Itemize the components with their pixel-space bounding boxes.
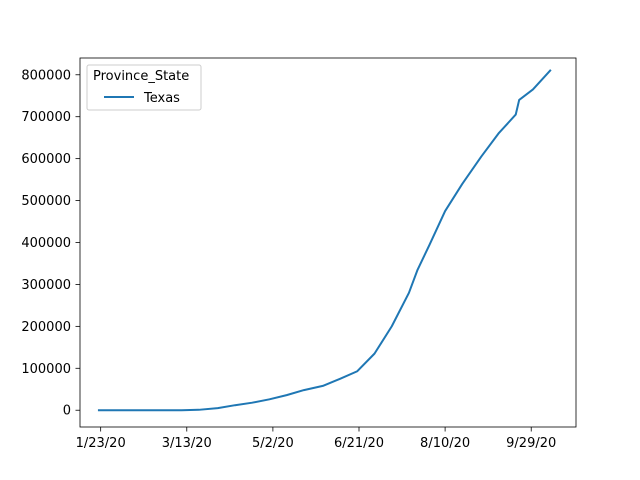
y-tick-label: 500000 — [21, 194, 71, 209]
y-tick-label: 300000 — [21, 278, 71, 293]
series-line-texas — [97, 69, 552, 412]
y-tick-label: 200000 — [21, 320, 71, 335]
x-tick-label: 9/29/20 — [506, 436, 556, 451]
series-layer — [97, 69, 552, 412]
x-tick-label: 8/10/20 — [420, 436, 470, 451]
y-tick-label: 700000 — [21, 110, 71, 125]
y-tick-label: 800000 — [21, 68, 71, 83]
y-tick-label: 0 — [63, 404, 71, 419]
x-tick-label: 6/21/20 — [334, 436, 384, 451]
x-tick-label: 1/23/20 — [76, 436, 126, 451]
y-axis: 0 100000 200000 300000 400000 500000 600000 700… — [21, 68, 80, 419]
x-axis: 1/23/20 3/13/20 5/2/20 6/21/20 8/10/20 9/29/2… — [76, 427, 556, 451]
legend: Province_State Texas — [86, 64, 202, 111]
y-tick-label: 600000 — [21, 152, 71, 167]
x-tick-label: 3/13/20 — [162, 436, 212, 451]
legend-title: Province_State — [93, 69, 189, 84]
y-tick-label: 100000 — [21, 362, 71, 377]
legend-box — [86, 64, 202, 111]
y-tick-label: 400000 — [21, 236, 71, 251]
x-tick-label: 5/2/20 — [252, 436, 294, 451]
plot-area — [80, 58, 576, 427]
legend-label-texas: Texas — [143, 91, 180, 106]
